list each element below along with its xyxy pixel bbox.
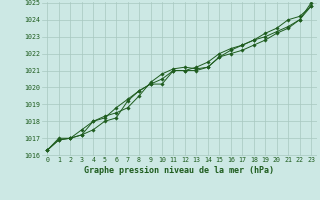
X-axis label: Graphe pression niveau de la mer (hPa): Graphe pression niveau de la mer (hPa) — [84, 166, 274, 175]
